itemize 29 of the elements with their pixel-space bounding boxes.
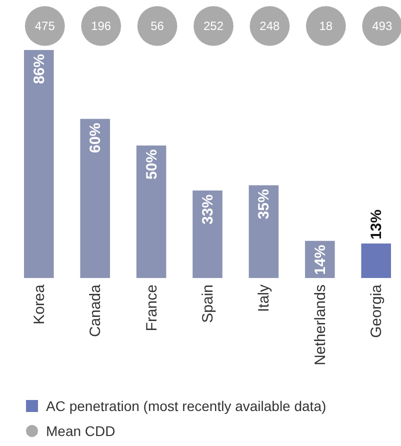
bar	[361, 244, 391, 278]
x-tick-label: Georgia	[368, 284, 386, 338]
bar	[24, 50, 54, 278]
data-label: 86%	[30, 54, 48, 84]
x-tick-label: Spain	[200, 284, 216, 323]
bar	[192, 190, 222, 278]
data-label: 35%	[256, 189, 273, 220]
x-tick-label: France	[143, 284, 160, 332]
x-tick-label: Korea	[30, 284, 48, 325]
data-label: 493	[372, 19, 392, 33]
data-label: 14%	[312, 244, 329, 275]
data-label: 252	[203, 19, 224, 33]
data-label: 475	[34, 19, 56, 33]
bar	[248, 185, 279, 278]
data-label: 56	[150, 19, 164, 33]
data-label: 13%	[368, 210, 386, 240]
data-label: 18	[319, 19, 333, 33]
data-label: 33%	[200, 194, 216, 225]
data-label: 248	[260, 19, 280, 33]
x-tick-label: Italy	[256, 284, 273, 312]
data-label: 50%	[143, 149, 160, 180]
x-tick-label: Canada	[87, 284, 104, 338]
bar	[136, 145, 166, 278]
bar	[80, 118, 110, 278]
data-label: 60%	[87, 122, 104, 153]
data-label: 196	[91, 19, 112, 33]
x-tick-label: Netherlands	[312, 284, 329, 366]
legend-label: AC penetration (most recently available data)	[46, 398, 326, 414]
legend-label: Mean CDD	[46, 423, 116, 439]
